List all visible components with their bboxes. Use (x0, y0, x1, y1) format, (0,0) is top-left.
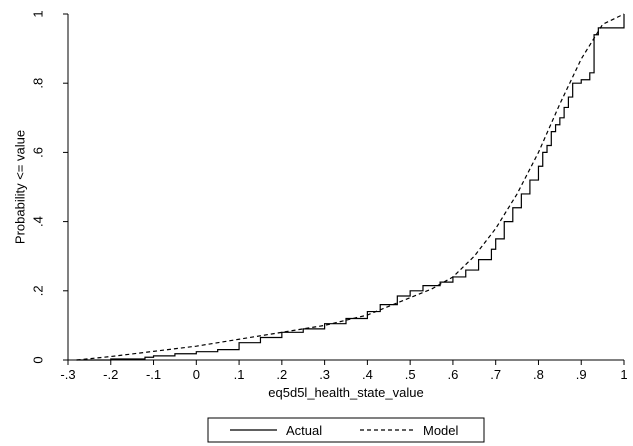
x-tick-label: .2 (276, 367, 287, 382)
x-tick-label: .8 (533, 367, 544, 382)
x-tick-label: .6 (448, 367, 459, 382)
plot-area (76, 13, 625, 361)
x-tick-label: .7 (490, 367, 501, 382)
legend-label-model: Model (423, 423, 459, 438)
legend: Actual Model (207, 417, 485, 443)
x-tick-label: .3 (319, 367, 330, 382)
y-tick-label: .8 (30, 78, 45, 89)
x-tick-label: .5 (405, 367, 416, 382)
series-line-model (76, 13, 625, 361)
y-axis-title: Probability <= value (12, 130, 27, 244)
x-tick-label: -.2 (103, 367, 118, 382)
x-tick-label: 0 (193, 367, 200, 382)
x-tick-label: .9 (576, 367, 587, 382)
y-tick-label: .4 (30, 216, 45, 227)
y-tick-label: 1 (30, 10, 45, 17)
y-tick-label: 0 (30, 356, 45, 363)
x-tick-label: .4 (362, 367, 373, 382)
y-tick-label: .6 (30, 147, 45, 158)
x-axis-title: eq5d5l_health_state_value (268, 385, 423, 400)
y-tick-label: .2 (30, 285, 45, 296)
x-tick-label: .1 (234, 367, 245, 382)
legend-label-actual: Actual (286, 423, 322, 438)
series-line-actual (76, 14, 625, 361)
x-tick-label: 1 (620, 367, 627, 382)
x-tick-label: -.3 (60, 367, 75, 382)
x-tick-label: -.1 (146, 367, 161, 382)
axes: -.3 -.2 -.1 0 .1 .2 .3 .4 .5 .6 .7 .8 .9 1 0 .2 .4 .6 .8 1 (30, 10, 627, 382)
